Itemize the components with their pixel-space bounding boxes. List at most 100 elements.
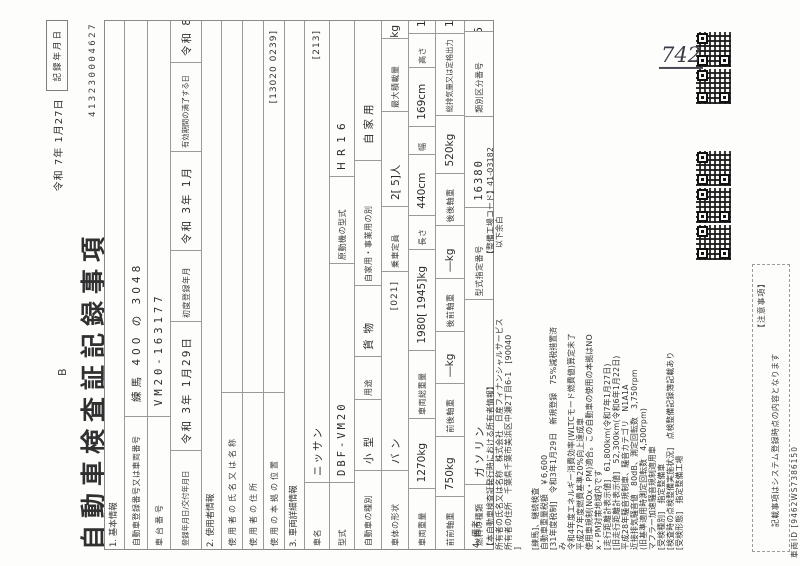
chassis-number-value: VM20-163177 (148, 21, 170, 417)
rear-front-axle-value: ―kg (436, 226, 464, 279)
remark-line: ] (513, 546, 522, 550)
notice-box: 【注意事項】 記載事項はシステム登録時点の内容となります (752, 264, 790, 552)
user-address-value (243, 21, 263, 393)
base-location-label: 使用の本拠の位置 (269, 458, 279, 546)
user-address-label: 使用者の住所 (248, 480, 258, 546)
qr-code-4 (696, 69, 731, 104)
vehicle-weight-label: 車両重量 (417, 512, 427, 546)
remark-line: 近接排気騒音値 80dB、測定回転数 3,750rpm (630, 369, 639, 550)
qr-code-1 (696, 225, 731, 260)
use-label: 用途 (355, 357, 381, 400)
remark-line: [検査時の点検整備実施状況] 点検整備記録簿記載あり (666, 351, 675, 550)
notice-heading: 【注意事項】 (757, 279, 766, 332)
remark-line: 所有者の住所 千葉県千葉市美浜区中瀬2丁目6-1 [90040 (504, 334, 513, 550)
first-registration-label: 初度登録年月 (171, 251, 201, 322)
row-user-name: 使用者の氏名又は名称 (221, 21, 242, 549)
section-basic-info-heading: 1. 基本情報 (109, 502, 119, 547)
section-user-info-heading: 2. 使用者情報 (201, 21, 221, 549)
gross-weight-label: 車両総重量 (409, 350, 435, 419)
make-text: ニッサン (311, 426, 324, 476)
front-rear-axle-label: 前後軸重 (436, 383, 464, 437)
base-location-value: [13020 0239] (264, 21, 284, 393)
vehicle-category-label: 自動車の種別 (363, 495, 373, 546)
length-value: 440cm (409, 154, 435, 216)
row-axle-weights: 前前軸重 750kg 前後軸重 ―kg 後前軸重 ―kg 後後軸重 520kg … (435, 21, 464, 549)
gross-weight-value: 1980[ 1945]kg (409, 249, 435, 351)
remark-line: [受検種別] 指定整備車 (657, 463, 666, 550)
height-value: 185cm (409, 21, 435, 35)
vehicle-record-table: 1. 基本情報 自動車登録番号又は車両番号 練馬 400 の 3048 車台番号… (104, 20, 494, 550)
model-label: 型式 (337, 529, 347, 546)
vehicle-id-line: 車両ID [9462WS7386150 (790, 446, 799, 558)
remarks-lines-right: 【整備工場コード】41-03182 以下余白 (486, 22, 504, 274)
front-front-axle-value: 750kg (436, 436, 464, 498)
qr-code-2 (696, 188, 731, 223)
seating-capacity-value: 2[ 5]人 (382, 112, 408, 207)
height-label: 高さ (409, 34, 435, 68)
remark-line: 平成28年騒音規制車、騒音カテゴリ N1A1A (621, 384, 630, 550)
row-registration-number: 自動車登録番号又は車両番号 練馬 400 の 3048 (124, 21, 147, 549)
remark-line: 令和4年度エネルギー消費効率(WLTCモード燃費値)算定未了 (567, 332, 576, 550)
use-value: 貨物 (355, 286, 381, 357)
width-label: 幅 (409, 126, 435, 155)
front-front-axle-label: 前前軸重 (445, 512, 455, 546)
remark-line: x・PM対策地域内です (594, 469, 603, 550)
remark-line: 【整備工場コード】41-03182 (486, 146, 495, 258)
remark-line: [31年度税制] 令和3年1月29日 新規登録 75%減税措置済 (549, 326, 558, 550)
remarks-columns: 【本自動車検査証発行時における所有者情報】 所有者の氏名又は名称 株式会社 日産フ… (486, 22, 684, 550)
first-registration-value: 令和 3年 1月 (171, 152, 201, 251)
chassis-number-label: 車台番号 (154, 502, 164, 546)
body-shape-code: [021] (390, 281, 400, 311)
remark-line: 所有者の氏名又は名称 株式会社 日産フィナンシャルサービス (495, 318, 504, 550)
vehicle-weight-value: 1270kg (409, 418, 435, 490)
body-shape-label: 車体の形状 (390, 503, 400, 547)
remark-line: 使用車規制(NOx・PM)適合。この自動車の使用の本拠はNO (585, 334, 594, 550)
body-shape-value: バン [021] (382, 272, 408, 471)
displacement-label: 総排気量又は定格出力 (436, 34, 464, 117)
record-date-label: 記録年月日 (46, 20, 68, 91)
row-model: 型式 DBF-VM20 原動機の型式 HR16 (329, 21, 354, 549)
remarks-lines-left: 【本自動車検査証発行時における所有者情報】 所有者の氏名又は名称 株式会社 日産フ… (486, 274, 684, 550)
row-weights-dimensions: 車両重量 1270kg 車両総重量 1980[ 1945]kg 長さ 440cm… (408, 21, 435, 549)
handwritten-number: 742 (658, 42, 704, 69)
expiry-date-label: 有効期間の満了する日 (171, 63, 201, 152)
record-date-value: 令和 7年 1月27日 (53, 98, 65, 192)
row-category-use: 自動車の種別 小型 用途 貨物 自家用・事業用の別 自家用 (354, 21, 381, 549)
base-location-code: [13020 0239] (269, 30, 279, 104)
remark-line: 平成27年度燃費基準20%向上達成車 (576, 417, 585, 550)
make-code: [213] (312, 30, 322, 60)
rear-rear-axle-label: 後後軸重 (436, 173, 464, 227)
remark-line: (旧基準適用時測定回転数 4,500rpm) (639, 407, 648, 550)
notice-text: 記載事項はシステム登録時点の内容となります (771, 353, 780, 527)
row-body-capacity: 車体の形状 バン [021] 乗車定員 2[ 5]人 最大積載量 600[ 40… (381, 21, 408, 549)
registration-date-label: 登録年月日/交付年月日 (181, 470, 190, 546)
make-label: 車名 (312, 529, 322, 546)
vehicle-category-value: 小型 (355, 400, 381, 471)
displacement-value: 1.59L (436, 21, 464, 35)
row-user-address: 使用者の住所 (242, 21, 263, 549)
make-value: ニッサン [213] (305, 21, 329, 483)
rear-rear-axle-value: 520kg (436, 116, 464, 174)
model-value: DBF-VM20 (330, 264, 354, 483)
remark-line: [受検形態] 指定整備工場 (675, 455, 684, 550)
private-business-label: 自家用・事業用の別 (355, 161, 381, 286)
section-remarks-heading: 4. 備考 (472, 520, 482, 548)
remark-line: 【本自動車検査証発行時における所有者情報】 (486, 382, 495, 550)
front-rear-axle-value: ―kg (436, 331, 464, 384)
remark-line: 自動車重量税額 ￥6,600 (540, 454, 549, 550)
row-dates: 登録年月日/交付年月日 令和 3年 1月29日 初度登録年月 令和 3年 1月 … (170, 21, 201, 549)
qr-group-left (696, 151, 731, 260)
body-shape-text: バン (389, 434, 402, 464)
remark-line: 以下余白 (495, 216, 504, 248)
qr-code-3 (696, 151, 731, 186)
private-business-value: 自家用 (355, 21, 381, 161)
remark-line: [走行距離計表示値] 61,800km(令和7年1月27日) (603, 363, 612, 550)
remark-line: み (558, 542, 567, 550)
remarks-section: 4. 備考 【本自動車検査証発行時における所有者情報】 所有者の氏名又は名称 株式… (468, 22, 684, 550)
remark-line: [練馬]、継続検査 (531, 487, 540, 550)
form-marker-b: B (56, 368, 69, 376)
length-label: 長さ (409, 215, 435, 250)
record-date: 令和 7年 1月27日 記録年月日 (46, 20, 68, 191)
